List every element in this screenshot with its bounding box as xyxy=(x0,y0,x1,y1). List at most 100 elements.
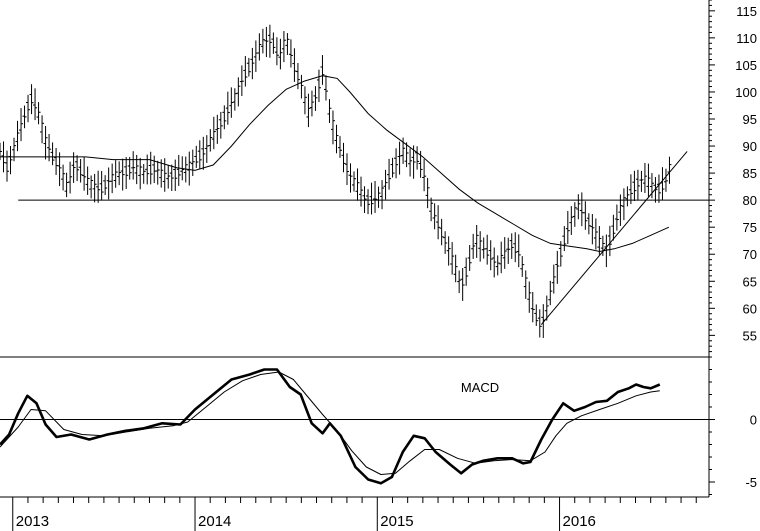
price-tick-label: 85 xyxy=(743,166,757,181)
price-tick-label: 60 xyxy=(743,301,757,316)
price-bar xyxy=(551,264,556,294)
price-bar xyxy=(362,186,367,213)
macd-tick-label: 0 xyxy=(750,413,757,428)
price-bar xyxy=(446,236,451,266)
year-label: 2013 xyxy=(16,513,49,530)
macd-line xyxy=(0,368,661,485)
price-bar xyxy=(260,28,265,54)
price-bar xyxy=(274,37,279,66)
price-bar xyxy=(169,164,174,192)
price-bar xyxy=(323,75,328,101)
price-bar xyxy=(99,170,104,201)
price-bar xyxy=(334,124,339,154)
year-label: 2015 xyxy=(380,513,413,530)
price-bar xyxy=(218,111,223,139)
price-bar xyxy=(320,55,325,85)
price-bar xyxy=(467,245,472,271)
price-bar xyxy=(471,233,476,259)
price-bar xyxy=(628,174,633,205)
price-bar xyxy=(89,175,94,199)
price-bar xyxy=(586,213,591,235)
price-bar xyxy=(443,231,448,254)
price-bar xyxy=(264,26,269,58)
price-bar xyxy=(422,159,427,192)
price-bar xyxy=(250,47,255,80)
price-bar xyxy=(327,99,332,123)
price-bar xyxy=(621,188,626,221)
price-bar xyxy=(380,180,385,210)
price-bar xyxy=(523,270,528,299)
price-bar xyxy=(330,110,335,145)
price-bar xyxy=(534,304,539,326)
price-bar xyxy=(635,169,640,200)
price-bar xyxy=(215,114,220,144)
price-bar xyxy=(155,160,160,185)
price-bar xyxy=(344,153,349,185)
price-bar xyxy=(295,63,300,90)
price-bar xyxy=(225,91,230,125)
price-bar xyxy=(436,205,441,240)
price-bar xyxy=(387,158,392,190)
price-bar xyxy=(302,86,307,115)
price-bar xyxy=(211,116,216,150)
price-bar xyxy=(397,141,402,175)
price-bar xyxy=(96,170,101,203)
price-bar xyxy=(530,291,535,323)
price-bar xyxy=(625,186,630,207)
price-bar xyxy=(642,162,647,194)
price-bar xyxy=(239,65,244,96)
price-bar xyxy=(152,155,157,184)
price-bar xyxy=(131,151,136,180)
price-bar xyxy=(415,146,420,170)
price-bar xyxy=(29,84,34,115)
price-bar xyxy=(0,142,2,161)
price-bar xyxy=(614,204,619,231)
price-bar xyxy=(78,159,83,183)
price-bar xyxy=(243,56,248,87)
price-panel xyxy=(0,24,709,338)
price-bar xyxy=(457,270,462,294)
price-bar xyxy=(288,39,293,68)
price-bar xyxy=(646,163,651,197)
price-bar xyxy=(579,192,584,227)
price-bar xyxy=(572,202,577,227)
price-bar xyxy=(429,197,434,222)
price-bar xyxy=(492,247,497,278)
price-bar xyxy=(583,201,588,230)
price-bar xyxy=(253,40,258,72)
price-bar xyxy=(166,165,171,189)
price-bar xyxy=(383,169,388,200)
price-bar xyxy=(75,155,80,182)
price-bar xyxy=(499,241,504,274)
price-bar xyxy=(61,164,66,191)
price-tick-label: 80 xyxy=(743,193,757,208)
price-bar xyxy=(667,156,672,184)
price-bar xyxy=(548,280,553,306)
price-bar xyxy=(373,181,378,213)
price-bar xyxy=(341,142,346,173)
price-bar xyxy=(138,157,143,190)
price-tick-label: 115 xyxy=(736,4,757,19)
price-bar xyxy=(366,189,371,215)
price-bar xyxy=(26,94,31,123)
price-bar xyxy=(278,38,283,70)
price-bar xyxy=(292,48,297,82)
price-bar xyxy=(453,254,458,283)
price-bar xyxy=(190,149,195,176)
price-bar xyxy=(197,140,202,169)
price-bar xyxy=(464,257,469,286)
price-bar xyxy=(127,157,132,180)
price-tick-label: 95 xyxy=(743,112,757,127)
price-bar xyxy=(376,186,381,208)
price-bar xyxy=(306,93,311,128)
price-bar xyxy=(485,234,490,265)
price-bar xyxy=(173,159,178,191)
macd-tick-label: -5 xyxy=(745,475,757,490)
price-bar xyxy=(516,234,521,268)
price-bar xyxy=(555,250,560,284)
price-bar xyxy=(229,87,234,118)
year-label: 2016 xyxy=(563,513,596,530)
price-bar xyxy=(495,255,500,276)
